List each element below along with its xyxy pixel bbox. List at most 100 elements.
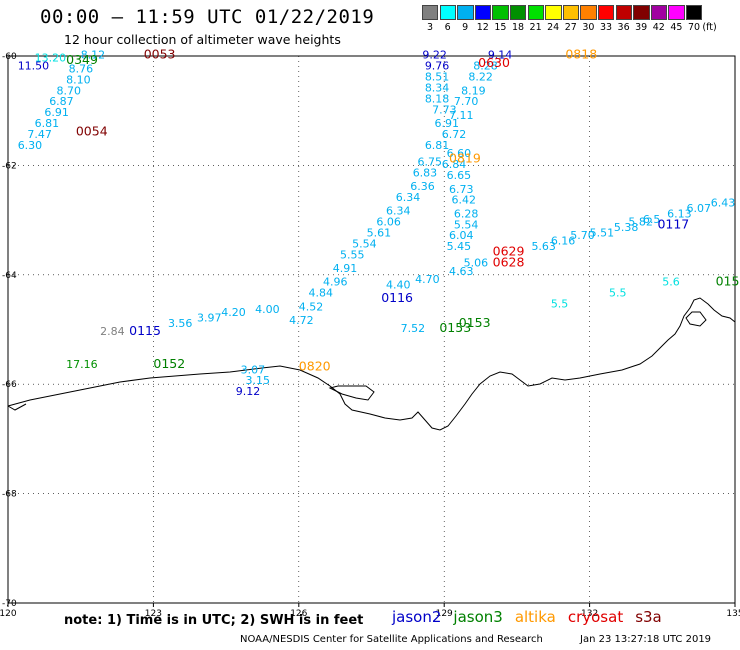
wave-height-value: 8.70 [56, 84, 81, 97]
wave-height-value: 6.04 [449, 229, 474, 242]
wave-height-value: 13.20 [35, 51, 66, 64]
wave-height-value: 5.54 [352, 237, 377, 250]
wave-height-value: 9.12 [236, 385, 261, 398]
wave-height-value: 6.42 [451, 194, 476, 207]
legend-value: 15 [494, 22, 507, 33]
wave-height-value: 5.6 [662, 276, 680, 289]
legend-swatch [562, 5, 580, 20]
wave-height-value: 8.19 [461, 84, 486, 97]
pass-time-label: 0116 [381, 290, 413, 305]
lat-label: -64 [2, 271, 17, 281]
wave-height-value: 4.20 [221, 306, 246, 319]
pass-time-label: 0153 [716, 274, 740, 289]
legend-value: 30 [582, 22, 595, 33]
wave-height-value: 9.22 [422, 49, 447, 62]
wave-height-value: 6.34 [386, 205, 411, 218]
wave-height-value: 4.40 [386, 278, 411, 291]
pass-time-label: 0628 [493, 255, 525, 270]
wave-height-value: 5.45 [447, 240, 472, 253]
lat-label: -70 [2, 599, 17, 609]
legend-swatch [615, 5, 632, 20]
wave-height-value: 8.51 [425, 71, 450, 84]
map-border [7, 55, 736, 604]
wave-height-value: 8.22 [468, 71, 493, 84]
wave-height-value: 5.5 [609, 287, 627, 300]
lat-label: -66 [2, 380, 17, 390]
satellite-legend: jason2 jason3 altika cryosat s3a [392, 608, 674, 626]
legend-swatch [474, 5, 492, 20]
wave-height-value: 4.52 [299, 300, 324, 313]
wave-height-value: 5.54 [454, 218, 479, 231]
wave-height-value: 5.63 [531, 240, 556, 253]
wave-height-value: 6.16 [551, 235, 576, 248]
pass-time-label: 0818 [565, 47, 597, 62]
pass-time-label: 0152 [153, 356, 185, 371]
legend-swatch [510, 5, 527, 20]
legend-value: 27 [564, 22, 577, 33]
legend-value: 12 [476, 22, 489, 33]
wave-height-value: 6.87 [49, 95, 74, 108]
legend-swatch [545, 5, 562, 20]
wave-height-value: 3.56 [168, 317, 193, 330]
legend-value: 70 [687, 22, 701, 33]
coastline-shelf [7, 403, 27, 411]
wave-height-value: 7.70 [454, 95, 479, 108]
wave-height-value: 6.43 [711, 196, 736, 209]
lon-label: 120 [0, 609, 17, 619]
legend-value: 9 [462, 22, 469, 33]
wave-height-value: 8.34 [425, 82, 450, 95]
legend-swatch [650, 5, 668, 20]
legend-unit: (ft) [702, 22, 717, 33]
wave-height-value: 5.5 [551, 298, 569, 311]
pass-time-label: 0054 [76, 123, 108, 138]
wave-height-value: 5.70 [570, 229, 595, 242]
wave-height-value: 8.12 [81, 49, 106, 62]
wave-height-value: 6.72 [442, 128, 467, 141]
wave-height-value: 5.38 [614, 221, 639, 234]
wave-height-value: 9.76 [425, 60, 450, 73]
timestamp: Jan 23 13:27:18 UTC 2019 [580, 634, 712, 645]
pass-time-label: 0153 [439, 320, 471, 335]
legend-swatch [598, 5, 615, 20]
wave-height-value: 6.91 [44, 106, 69, 119]
wave-height-value: 6.73 [449, 183, 474, 196]
wave-height-value: 7.47 [27, 128, 51, 141]
wave-height-value: 4.70 [415, 273, 440, 286]
note-text: note: 1) Time is in UTC; 2) SWH is in fe… [64, 613, 364, 628]
wave-height-value: 4.91 [333, 262, 358, 275]
wave-height-value: 6.28 [454, 207, 479, 220]
wave-height-value: 5.55 [340, 248, 365, 261]
wave-height-value: 8.18 [425, 92, 450, 105]
wave-height-value: 6.75 [418, 155, 443, 168]
wave-height-value: 4.96 [323, 276, 348, 289]
wave-height-value: 7.73 [432, 103, 457, 116]
legend-value: 3 [426, 22, 434, 33]
legend-swatch [686, 5, 703, 20]
page-subtitle: 12 hour collection of altimeter wave hei… [64, 32, 341, 47]
lat-label: -68 [2, 490, 17, 500]
wave-height-value: 6.65 [447, 169, 472, 182]
legend-value: 42 [652, 22, 665, 33]
pass-time-label: 0053 [144, 47, 176, 62]
footer-credit: NOAA/NESDIS Center for Satellite Applica… [240, 634, 543, 645]
wave-height-value: 4.00 [255, 303, 280, 316]
wave-height-value: 8.10 [66, 73, 91, 86]
legend-swatch [457, 5, 474, 20]
wave-height-value: 6.81 [425, 139, 450, 152]
wave-height-value: 3.15 [245, 374, 270, 387]
wave-height-value: 6.07 [687, 202, 712, 215]
legend-value: 39 [635, 22, 648, 33]
coastline-inlet [328, 385, 375, 401]
legend-value: 45 [670, 22, 683, 33]
wave-height-value: 7.52 [401, 322, 426, 335]
wave-height-value: 5.51 [590, 227, 615, 240]
legend-value: 21 [529, 22, 542, 33]
wave-height-value: 5.61 [367, 227, 392, 240]
wave-height-value: 17.16 [66, 358, 98, 371]
wave-height-value: 5.82 [628, 216, 653, 229]
legend-swatch [633, 5, 650, 20]
wave-height-value: 6.30 [18, 139, 43, 152]
pass-time-label: 0629 [493, 244, 525, 259]
coastline-island [685, 311, 707, 327]
